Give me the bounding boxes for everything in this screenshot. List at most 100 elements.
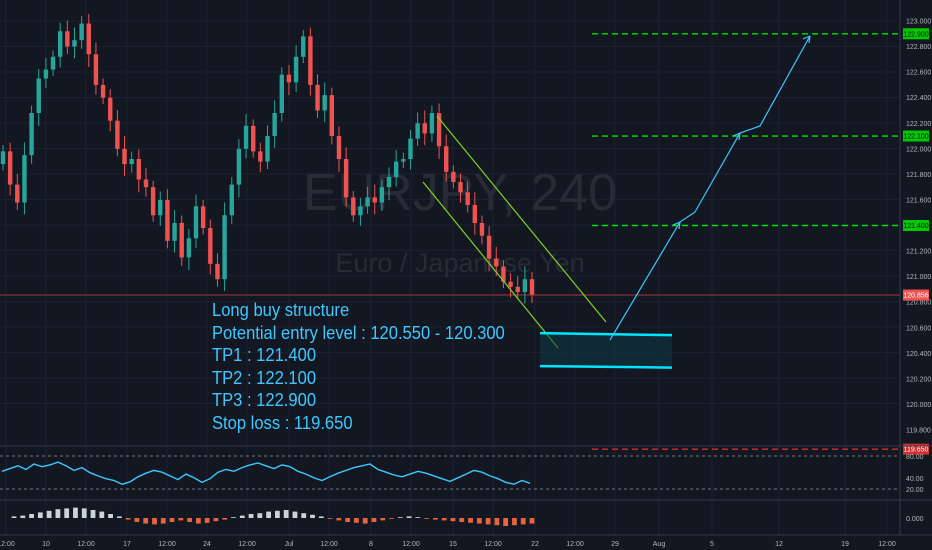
projection-arrow-2 — [732, 132, 741, 141]
time-axis-label: 12:00 — [158, 541, 176, 548]
candle-body — [336, 136, 342, 160]
candle-body — [86, 23, 91, 55]
time-axis-label: Jul — [285, 541, 294, 548]
candle-body — [515, 286, 520, 292]
candle-body — [36, 78, 41, 114]
candle-body — [22, 155, 27, 203]
histogram-bar — [248, 514, 254, 518]
candle-body — [79, 23, 84, 41]
histogram-bar — [134, 518, 140, 522]
histogram-bar — [81, 508, 87, 518]
candle-body — [186, 238, 192, 258]
histogram-bar — [73, 507, 78, 518]
candle-body — [150, 187, 156, 216]
time-axis-label: 12:00 — [77, 541, 95, 548]
candle-body — [93, 54, 99, 85]
down-channel[interactable] — [422, 115, 607, 349]
histogram-bar — [187, 518, 192, 522]
osc-label-80: 80.00 — [906, 454, 924, 461]
candle-body — [486, 235, 492, 259]
note-line-entry: Potential entry level : 120.550 - 120.30… — [212, 322, 505, 343]
histogram-bar — [354, 518, 359, 523]
candle-body — [236, 148, 242, 185]
candle-body — [315, 84, 320, 111]
histogram-bar — [116, 516, 122, 518]
candle-body — [444, 146, 449, 172]
price-axis-label: 121.000 — [906, 274, 931, 281]
candles — [0, 13, 535, 304]
candle-body — [279, 74, 284, 114]
histogram-bar — [345, 518, 351, 522]
candle-body — [115, 120, 120, 149]
histogram-bar — [424, 518, 430, 519]
projection-path[interactable] — [609, 35, 811, 341]
histogram-pane[interactable]: 0.000 — [11, 507, 924, 526]
candle-body — [451, 171, 456, 183]
histogram-bar — [125, 518, 131, 520]
histogram-bar — [169, 518, 175, 522]
candle-body — [379, 187, 385, 203]
candle-body — [7, 151, 13, 185]
candle-body — [136, 159, 142, 180]
candle-body — [179, 222, 184, 258]
candle-body — [472, 205, 478, 223]
note-line-tp1: TP1 : 121.400 — [212, 345, 317, 365]
candle-body — [365, 197, 370, 207]
price-axis-label: 120.400 — [906, 351, 931, 358]
histogram-bar — [160, 518, 166, 524]
candle-body — [43, 69, 49, 79]
histogram-bar — [301, 513, 307, 518]
candle-body — [50, 56, 56, 70]
time-axis-label: 12:00 — [320, 541, 338, 548]
candle-body — [222, 215, 227, 280]
candle-body — [529, 279, 535, 295]
histogram-bar — [257, 513, 263, 518]
histogram-bar — [152, 518, 157, 525]
histogram-bar — [459, 518, 465, 522]
histogram-bar — [450, 518, 456, 522]
histogram-bar — [318, 516, 324, 518]
candle-body — [100, 84, 106, 98]
price-axis-label: 120.000 — [906, 402, 931, 409]
entry-zone[interactable] — [539, 331, 673, 369]
histogram-bar — [99, 511, 105, 518]
candle-body — [129, 159, 134, 165]
histogram-bar — [362, 518, 368, 524]
price-axis-label: 122.200 — [906, 121, 931, 128]
histogram-bar — [503, 518, 509, 526]
histogram-bar — [292, 511, 298, 518]
candle-body — [351, 197, 356, 216]
candle-body — [422, 123, 427, 134]
histogram-bar — [46, 510, 52, 518]
histogram-bar — [494, 518, 500, 526]
histogram-bar — [231, 517, 236, 518]
note-line-stop: Stop loss : 119.650 — [212, 412, 353, 433]
histogram-bar — [397, 517, 403, 518]
candle-body — [229, 184, 234, 216]
current-price-tag: 120.856 — [903, 289, 929, 301]
tp1-tag: 121.400 — [903, 220, 929, 231]
level-lines — [0, 33, 900, 450]
candle-body — [508, 281, 513, 287]
note-line-tp2: TP2 : 122.100 — [212, 367, 317, 388]
histogram-bar — [433, 518, 438, 520]
candle-body — [286, 74, 292, 83]
time-axis[interactable]: 12:00 10 12:00 17 12:00 24 12:00 Jul 12:00 8 12:00… — [0, 541, 896, 548]
tp2-tag-text: 122.100 — [903, 134, 928, 141]
histogram-bar — [336, 518, 342, 521]
candle-body — [329, 95, 335, 137]
price-axis[interactable]: 123.000 122.800 122.600 122.400 122.200 122.0… — [906, 19, 931, 435]
price-axis-label: 121.200 — [906, 249, 931, 256]
oscillator-pane[interactable]: 80.00 40.00 20.00 — [0, 454, 924, 494]
candle-body — [243, 125, 249, 149]
candle-body — [251, 125, 256, 152]
time-axis-label: 5 — [710, 541, 714, 548]
histogram-bar — [266, 511, 272, 518]
histogram-bar — [476, 518, 482, 524]
watermark-ticker: EURJPY, 240 — [303, 164, 617, 222]
price-axis-label: 119.800 — [906, 428, 931, 435]
candle-body — [158, 199, 163, 216]
channel-upper-line — [436, 115, 607, 323]
